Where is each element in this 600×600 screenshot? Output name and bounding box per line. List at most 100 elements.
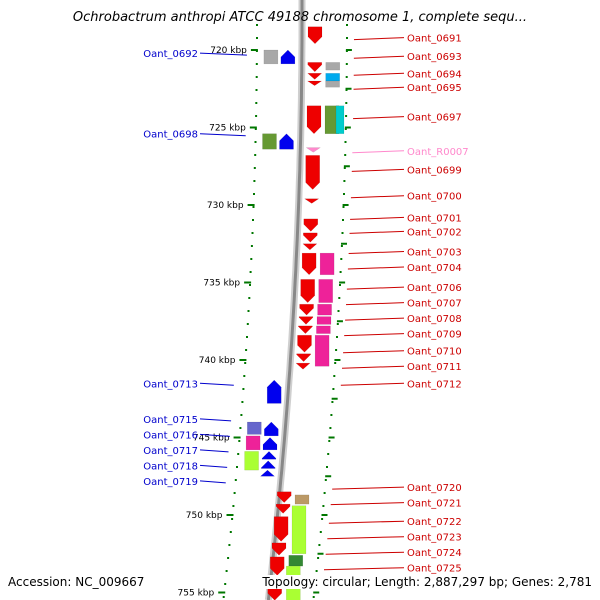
gene-feature-Oant_0697[interactable]	[306, 105, 322, 135]
gene-label-right[interactable]: Oant_0720	[407, 483, 462, 494]
gene-features	[244, 26, 345, 600]
gene-label-right[interactable]: Oant_0710	[407, 347, 462, 358]
gene-feature-Oant_0708[interactable]	[298, 316, 314, 325]
gene-label-right[interactable]: Oant_0701	[407, 213, 462, 224]
gene-label-right[interactable]: Oant_0695	[407, 83, 462, 94]
gene-label-left[interactable]: Oant_0713	[143, 379, 198, 390]
gene-label-right[interactable]: Oant_0724	[407, 548, 462, 559]
gene-label-right[interactable]: Oant_0712	[407, 379, 462, 390]
gene-feature-Oant_0694[interactable]	[307, 73, 323, 80]
gene-label-right[interactable]: Oant_0725	[407, 564, 462, 575]
gene-label-right[interactable]: Oant_0711	[407, 362, 462, 373]
gene-feature-Oant_0707[interactable]	[299, 303, 314, 316]
gene-feature-Oant_0720-b[interactable]	[294, 494, 310, 505]
gene-feature-Oant_0718[interactable]	[260, 460, 276, 469]
gene-feature-Oant_0699[interactable]	[305, 155, 320, 190]
gene-label-right[interactable]: Oant_0722	[407, 517, 462, 528]
gene-feature-Oant_0715[interactable]	[247, 421, 262, 435]
gene-feature-Oant_0695[interactable]	[306, 80, 323, 86]
gene-feature-Oant_0708-b[interactable]	[316, 316, 332, 325]
gene-label-right[interactable]: Oant_0708	[407, 314, 462, 325]
gene-feature-Oant_0691[interactable]	[307, 26, 323, 45]
guide-dot-left	[238, 440, 241, 442]
leader-line-right	[348, 251, 405, 254]
gene-label-right[interactable]: Oant_0699	[407, 165, 462, 176]
gene-feature-Oant_0706-b[interactable]	[318, 279, 333, 303]
gene-feature-Oant_0710-b[interactable]	[314, 334, 330, 367]
gene-label-right[interactable]: Oant_0691	[407, 34, 462, 45]
guide-dot-left	[243, 375, 246, 377]
gene-feature-Oant_0704[interactable]	[301, 252, 317, 276]
gene-label-right[interactable]: Oant_0702	[407, 227, 462, 238]
gene-label-right[interactable]: Oant_0707	[407, 299, 462, 310]
gene-feature-Oant_0698[interactable]	[262, 133, 277, 150]
gene-feature-Oant_0713[interactable]	[266, 379, 282, 404]
gene-feature-Oant_0706[interactable]	[300, 279, 315, 303]
gene-feature-Oant_0721[interactable]	[275, 503, 291, 514]
leader-line-right	[351, 168, 405, 172]
gene-feature-Oant_0724-b[interactable]	[288, 555, 304, 567]
gene-feature-Oant_0720[interactable]	[276, 491, 292, 503]
gene-feature-Oant_0702[interactable]	[303, 232, 318, 243]
guide-dot-right	[339, 271, 342, 273]
gene-label-left[interactable]: Oant_0715	[143, 415, 198, 426]
gene-label-right[interactable]: Oant_0723	[407, 533, 462, 544]
guide-dot-left	[233, 492, 236, 494]
gene-label-left[interactable]: Oant_0692	[143, 49, 198, 60]
gene-feature-Oant_0709-b[interactable]	[316, 325, 331, 334]
gene-feature-Oant_0692[interactable]	[263, 49, 279, 65]
gene-feature-Oant_0698-arrow[interactable]	[279, 133, 294, 150]
guide-dot-right	[330, 414, 333, 416]
leader-line-right	[353, 86, 405, 90]
gene-label-right[interactable]: Oant_0706	[407, 283, 462, 294]
guide-dot-right	[344, 128, 347, 130]
gene-label-right[interactable]: Oant_0709	[407, 330, 462, 341]
gene-label-right[interactable]: Oant_0703	[407, 248, 462, 259]
gene-feature-Oant_0716-arrow[interactable]	[262, 437, 278, 451]
gene-feature-Oant_0711[interactable]	[296, 353, 311, 362]
gene-label-left[interactable]: Oant_0698	[143, 130, 198, 141]
leader-line-right	[350, 195, 405, 199]
gene-feature-Oant_0710[interactable]	[297, 334, 312, 353]
gene-feature-Oant_0724[interactable]	[269, 556, 285, 576]
gene-label-right[interactable]: Oant_0704	[407, 263, 462, 274]
gene-feature-Oant_0716[interactable]	[245, 435, 261, 451]
gene-label-right[interactable]: Oant_0700	[407, 192, 462, 203]
gene-label-right[interactable]: Oant_0721	[407, 499, 462, 510]
gene-feature-Oant_0701[interactable]	[303, 218, 319, 232]
guide-dot-right	[315, 570, 318, 572]
gene-feature-Oant_0693-b[interactable]	[325, 62, 341, 71]
gene-label-right[interactable]: Oant_0694	[407, 69, 462, 80]
gene-feature-Oant_0717-arrow[interactable]	[261, 451, 277, 460]
gene-feature-Oant_0707-b[interactable]	[317, 303, 332, 316]
gene-feature-Oant_0709[interactable]	[298, 325, 313, 334]
guide-dot-right	[336, 323, 339, 325]
gene-label-left[interactable]: Oant_0717	[143, 446, 198, 457]
gene-feature-Oant_R0007[interactable]	[305, 147, 322, 153]
gene-feature-Oant_0694-b[interactable]	[325, 73, 340, 82]
gene-feature-Oant_0723[interactable]	[271, 542, 287, 556]
gene-feature-Oant_0717[interactable]	[244, 451, 259, 471]
gene-feature-Oant_0721-b[interactable]	[291, 505, 307, 555]
gene-label-left[interactable]: Oant_0716	[143, 430, 198, 441]
gene-feature-Oant_0722[interactable]	[273, 516, 289, 542]
guide-dot-left	[239, 427, 242, 429]
gene-feature-Oant_0693[interactable]	[307, 62, 323, 73]
gene-label-right[interactable]: Oant_0693	[407, 52, 462, 63]
gene-feature-Oant_0695-b[interactable]	[325, 80, 340, 88]
gene-feature-Oant_0719[interactable]	[259, 469, 276, 477]
gene-label-left[interactable]: Oant_0718	[143, 461, 198, 472]
gene-feature-Oant_0692-arrow[interactable]	[280, 49, 296, 65]
gene-label-right[interactable]: Oant_0697	[407, 113, 462, 124]
guide-dot-right	[333, 375, 336, 377]
gene-feature-Oant_0715-arrow[interactable]	[264, 421, 279, 437]
gene-feature-Oant_0697-c[interactable]	[335, 105, 345, 134]
guide-dot-left	[253, 180, 256, 182]
gene-feature-Oant_0712[interactable]	[295, 362, 311, 370]
gene-feature-Oant_0703[interactable]	[302, 243, 318, 251]
gene-label-right[interactable]: Oant_R0007	[407, 147, 469, 158]
gene-feature-Oant_0700[interactable]	[303, 198, 320, 204]
gene-feature-Oant_0704-b[interactable]	[319, 252, 335, 276]
gene-label-left[interactable]: Oant_0719	[143, 477, 198, 488]
